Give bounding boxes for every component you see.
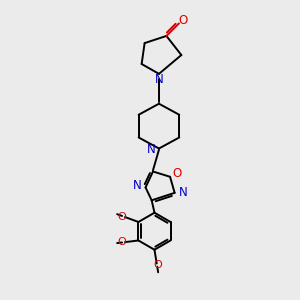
Text: N: N	[133, 179, 142, 192]
Text: N: N	[155, 73, 164, 86]
Text: O: O	[153, 260, 162, 270]
Text: N: N	[178, 186, 188, 199]
Text: O: O	[179, 14, 188, 27]
Text: O: O	[117, 212, 126, 222]
Text: O: O	[172, 167, 182, 180]
Text: N: N	[147, 143, 156, 156]
Text: O: O	[117, 237, 126, 247]
